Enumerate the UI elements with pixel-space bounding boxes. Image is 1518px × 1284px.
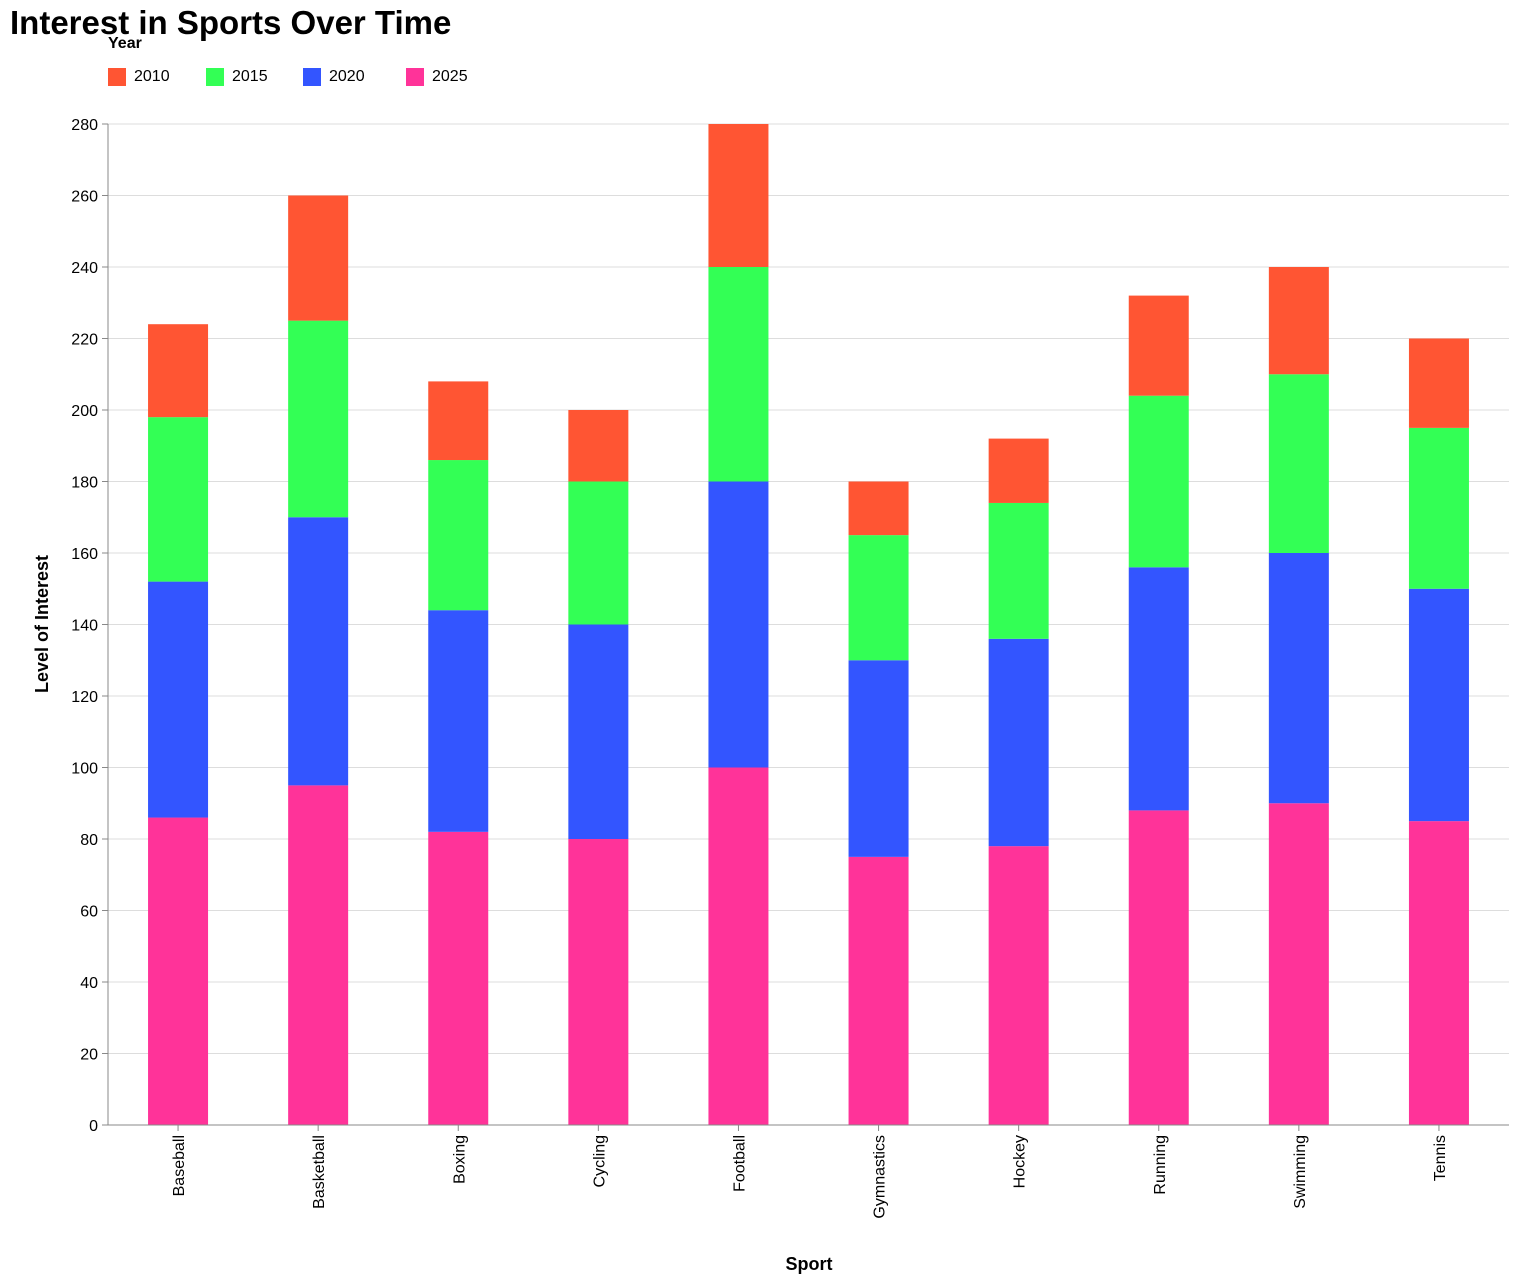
legend-title: Year: [108, 35, 142, 52]
chart-title: Interest in Sports Over Time: [10, 4, 452, 41]
bar-baseball-2020: [148, 581, 209, 818]
y-tick-label: 240: [71, 260, 98, 277]
bar-running-2020: [1128, 567, 1189, 811]
legend-label: 2025: [432, 68, 468, 85]
bar-boxing-2010: [428, 381, 489, 461]
bar-tennis-2015: [1408, 427, 1469, 589]
y-tick-label: 160: [71, 546, 98, 563]
axes: 0 20 40 60 80 100 120 140 160 180 200 220 240 260 280 B…: [71, 117, 1509, 1219]
bar-boxing-2015: [428, 460, 489, 611]
y-tick-label: 260: [71, 189, 98, 206]
y-tick-label: 20: [80, 1047, 98, 1064]
bar-basketball-2020: [288, 517, 349, 786]
bar-swimming-2010: [1268, 267, 1329, 375]
y-tick-label: 60: [80, 904, 98, 921]
bar-football-2015: [708, 267, 769, 482]
x-tick-label: Gymnastics: [872, 1135, 889, 1219]
bar-tennis-2025: [1408, 821, 1469, 1125]
legend-label: 2020: [329, 68, 365, 85]
x-tick-label: Football: [731, 1135, 748, 1192]
legend-label: 2015: [232, 68, 268, 85]
bar-football-2010: [708, 124, 769, 267]
bar-basketball-2025: [288, 785, 349, 1125]
legend-label: 2010: [134, 68, 170, 85]
bar-boxing-2025: [428, 831, 489, 1125]
x-tick-label: Boxing: [451, 1135, 468, 1184]
y-tick-label: 180: [71, 475, 98, 492]
bars: [148, 124, 1469, 1125]
bar-football-2025: [708, 767, 769, 1125]
y-tick-label: 280: [71, 117, 98, 134]
bar-swimming-2025: [1268, 803, 1329, 1125]
x-tick-label: Swimming: [1292, 1135, 1309, 1209]
bar-running-2010: [1128, 295, 1189, 396]
x-tick-label: Basketball: [311, 1135, 328, 1209]
bar-tennis-2010: [1408, 338, 1469, 428]
x-tick-label: Tennis: [1432, 1135, 1449, 1181]
legend-swatch: [406, 68, 424, 86]
y-tick-label: 220: [71, 332, 98, 349]
bar-swimming-2020: [1268, 553, 1329, 804]
y-tick-label: 0: [89, 1118, 98, 1135]
y-tick-label: 140: [71, 618, 98, 635]
x-axis-title: Sport: [786, 1254, 833, 1274]
x-tick-label: Cycling: [591, 1135, 608, 1187]
bar-hockey-2010: [988, 438, 1049, 503]
x-tick-label: Hockey: [1012, 1135, 1029, 1188]
bar-tennis-2020: [1408, 588, 1469, 822]
bar-cycling-2025: [568, 839, 629, 1125]
bar-baseball-2010: [148, 324, 209, 418]
bar-swimming-2015: [1268, 374, 1329, 553]
bar-gymnastics-2010: [848, 481, 909, 536]
bar-hockey-2025: [988, 846, 1049, 1125]
bar-running-2015: [1128, 395, 1189, 568]
bar-gymnastics-2015: [848, 535, 909, 661]
legend-item-2015: 2015: [206, 66, 268, 88]
x-tick-label: Baseball: [171, 1135, 188, 1196]
y-tick-label: 200: [71, 403, 98, 420]
bar-football-2020: [708, 481, 769, 768]
bar-cycling-2010: [568, 410, 629, 482]
bar-basketball-2015: [288, 320, 349, 518]
bar-basketball-2010: [288, 195, 349, 321]
bar-cycling-2020: [568, 624, 629, 839]
y-tick-label: 80: [80, 832, 98, 849]
bar-cycling-2015: [568, 481, 629, 625]
legend-swatch: [303, 68, 321, 86]
legend-item-2025: 2025: [406, 66, 468, 88]
bar-baseball-2025: [148, 817, 209, 1125]
legend-swatch: [108, 68, 126, 86]
legend-swatch: [206, 68, 224, 86]
y-tick-label: 100: [71, 761, 98, 778]
bar-baseball-2015: [148, 417, 209, 582]
bar-hockey-2015: [988, 502, 1049, 639]
y-tick-label: 120: [71, 689, 98, 706]
bar-gymnastics-2025: [848, 856, 909, 1125]
legend-item-2010: 2010: [108, 66, 170, 88]
bar-gymnastics-2020: [848, 660, 909, 857]
x-tick-label: Running: [1152, 1135, 1169, 1195]
bar-hockey-2020: [988, 638, 1049, 847]
legend-item-2020: 2020: [303, 66, 365, 88]
y-axis-title: Level of Interest: [32, 555, 52, 693]
bar-boxing-2020: [428, 610, 489, 832]
bar-running-2025: [1128, 810, 1189, 1125]
y-tick-label: 40: [80, 975, 98, 992]
